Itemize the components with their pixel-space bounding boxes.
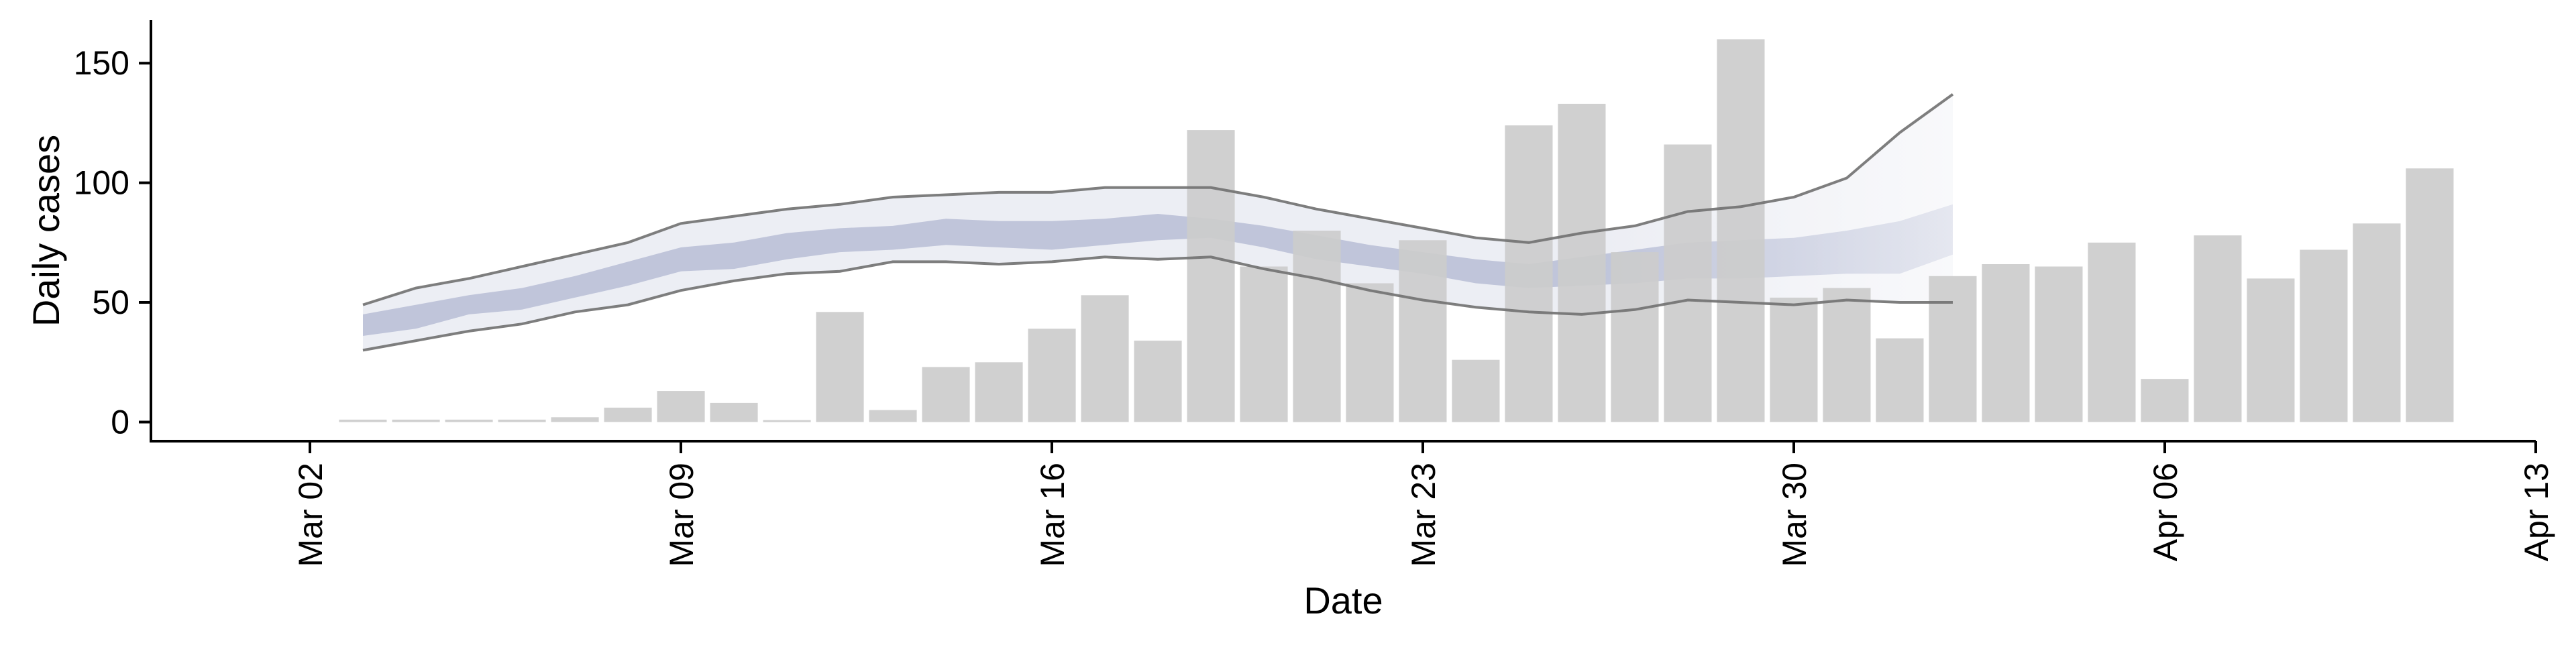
bar-2020-04-01 [1876,338,1924,422]
bar-2020-04-05 [2088,242,2136,422]
bar-2020-03-05 [445,419,493,422]
bar-2020-03-15 [975,362,1023,422]
x-tick-label-2020-03-09: Mar 09 [663,463,700,567]
bar-2020-03-23 [1399,240,1447,422]
bar-2020-04-10 [2353,223,2401,422]
x-axis-title: Date [1303,579,1383,622]
estimate-upper-line [362,93,1954,306]
bar-2020-04-09 [2300,249,2348,422]
x-tick-label-2020-03-16: Mar 16 [1034,463,1071,567]
bar-2020-03-06 [498,419,546,422]
x-tick-label-2020-03-23: Mar 23 [1405,463,1442,567]
bar-2020-03-19 [1187,130,1235,422]
bar-2020-03-13 [869,410,917,422]
bar-2020-03-26 [1558,103,1606,422]
bar-2020-03-22 [1346,283,1394,422]
estimate-band-layer [363,94,1953,351]
bar-2020-03-31 [1823,288,1871,422]
bar-2020-03-28 [1664,144,1712,422]
bar-2020-03-24 [1452,359,1500,422]
bar-layer [339,39,2454,422]
bar-2020-04-04 [2035,266,2083,422]
bar-2020-04-08 [2247,278,2295,422]
bar-2020-03-21 [1293,231,1341,422]
bar-2020-03-16 [1028,329,1076,422]
y-axis-title: Daily cases [25,135,67,327]
bar-2020-03-20 [1240,266,1288,422]
estimate-line-layer [362,93,1954,352]
x-tick-label-2020-03-30: Mar 30 [1776,463,1813,567]
bar-2020-03-25 [1505,125,1553,422]
x-tick-label-2020-04-06: Apr 06 [2147,463,2184,561]
x-tick-label-2020-03-02: Mar 02 [292,463,329,567]
bar-2020-03-29 [1717,39,1765,422]
bar-2020-03-30 [1770,297,1818,422]
bar-2020-03-18 [1134,341,1182,422]
x-tick-label-2020-04-13: Apr 13 [2518,463,2555,561]
bar-2020-03-17 [1081,295,1129,422]
bar-2020-03-04 [392,419,440,422]
y-tick-label-0: 0 [111,403,129,440]
y-tick-label-150: 150 [74,44,129,82]
estimate-lower-line [362,255,1953,352]
bar-2020-04-07 [2194,235,2242,422]
bar-2020-03-10 [710,402,758,422]
y-tick-label-50: 50 [92,284,129,321]
y-tick-label-100: 100 [74,164,129,202]
bar-2020-03-09 [657,391,705,422]
bar-2020-03-11 [763,420,811,422]
bar-2020-03-27 [1611,252,1659,422]
bar-2020-04-11 [2406,168,2454,422]
bar-2020-04-06 [2141,379,2189,422]
bar-2020-03-08 [604,408,652,422]
bar-2020-04-02 [1929,276,1977,422]
bar-2020-03-14 [922,367,970,422]
bar-2020-04-03 [1982,264,2030,422]
bar-2020-03-12 [816,312,864,422]
bar-2020-03-07 [551,417,599,422]
tick-layer: 0 50 100 150 Mar 02 Mar 09 Mar 16 Mar 23 Mar 30 A… [74,44,2555,567]
bar-2020-03-03 [339,419,387,422]
axes [150,20,2536,443]
